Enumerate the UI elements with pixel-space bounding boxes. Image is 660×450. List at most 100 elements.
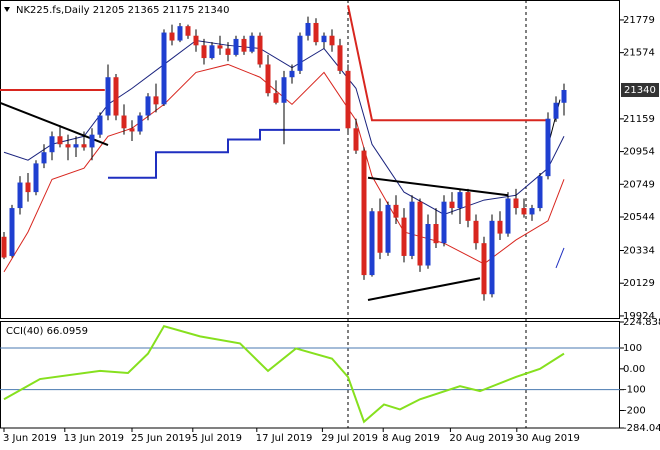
candle-body <box>521 208 527 215</box>
candle-body <box>313 22 319 43</box>
candle-body <box>97 115 103 135</box>
candle-body <box>489 220 495 295</box>
candle-body <box>249 35 255 52</box>
candle-body <box>561 89 567 103</box>
candle-body <box>537 176 543 209</box>
candle-body <box>129 128 135 132</box>
y-tick-label: -284.044 <box>623 423 660 434</box>
last-price-box <box>621 82 659 97</box>
candle-body <box>265 64 271 94</box>
x-tick-label: 30 Aug 2019 <box>516 433 580 444</box>
overlay-line <box>347 5 548 122</box>
candle-body <box>353 128 359 151</box>
menu-icon[interactable] <box>4 7 10 12</box>
last-price-label: 21340 <box>624 85 656 96</box>
candle-body <box>65 144 71 148</box>
candle-body <box>361 150 367 276</box>
candle-body <box>449 201 455 209</box>
candle-body <box>9 208 15 256</box>
candle-body <box>321 35 327 43</box>
candle-body <box>425 224 431 266</box>
candle-body <box>305 22 311 36</box>
candle-body <box>137 115 143 132</box>
x-tick-label: 29 Jul 2019 <box>321 433 378 444</box>
candle-body <box>457 192 463 209</box>
x-tick-label: 17 Jul 2019 <box>256 433 313 444</box>
candle-body <box>201 45 207 59</box>
cci-title: CCI(40) 66.0959 <box>6 326 88 337</box>
x-tick-label: 13 Jun 2019 <box>64 433 124 444</box>
candle-body <box>377 211 383 253</box>
candle-body <box>337 45 343 71</box>
y-tick-label: 21574 <box>623 48 655 59</box>
candle-body <box>281 77 287 103</box>
candle-body <box>257 35 263 65</box>
y-tick-label: 21159 <box>623 114 655 125</box>
y-tick-label: 0.00 <box>623 364 645 375</box>
candle-body <box>297 35 303 71</box>
candle-body <box>433 224 439 244</box>
overlay-line <box>108 128 340 179</box>
candle-body <box>113 77 119 116</box>
candle-body <box>161 32 167 105</box>
y-tick-label: -200 <box>623 405 646 416</box>
x-tick-label: 20 Aug 2019 <box>449 433 513 444</box>
candle-body <box>17 182 23 209</box>
y-tick-label: 21779 <box>623 15 655 26</box>
candle-body <box>105 77 111 116</box>
candle-body <box>89 134 95 148</box>
candle-body <box>209 45 215 59</box>
candle-body <box>393 204 399 218</box>
y-tick-label: 20129 <box>623 278 655 289</box>
overlay-line <box>555 247 565 269</box>
candle-body <box>417 201 423 266</box>
candle-body <box>225 48 231 55</box>
candle-body <box>177 26 183 41</box>
y-tick-label: 224.8386 <box>623 317 660 328</box>
cci-frame <box>0 321 620 429</box>
candle-body <box>233 38 239 55</box>
y-tick-label: 20749 <box>623 179 655 190</box>
overlay-line <box>3 40 565 215</box>
candle-body <box>185 26 191 36</box>
candle-body <box>153 96 159 105</box>
main-frame <box>0 0 620 319</box>
candle-body <box>497 220 503 234</box>
candle-body <box>121 115 127 129</box>
candle-body <box>329 35 335 46</box>
candle-body <box>1 236 7 258</box>
y-tick-label: 19924 <box>623 311 655 322</box>
candle-body <box>73 144 79 148</box>
candle-body <box>513 198 519 209</box>
candle-body <box>193 35 199 46</box>
candle-body <box>41 152 47 164</box>
candle-body <box>545 118 551 177</box>
candle-body <box>401 217 407 256</box>
candle-body <box>169 32 175 41</box>
x-tick-label: 3 Jun 2019 <box>3 433 57 444</box>
x-tick-label: 25 Jun 2019 <box>131 433 191 444</box>
candle-body <box>345 70 351 129</box>
candle-body <box>529 208 535 215</box>
candle-body <box>81 144 87 148</box>
candle-body <box>481 243 487 295</box>
y-tick-label: 20334 <box>623 246 655 257</box>
candle-body <box>409 201 415 256</box>
candle-body <box>273 93 279 103</box>
chart-title: NK225.fs,Daily 21205 21365 21175 21340 <box>16 5 229 16</box>
candle-body <box>505 198 511 234</box>
x-tick-label: 8 Aug 2019 <box>382 433 440 444</box>
x-tick-label: 5 Jul 2019 <box>192 433 242 444</box>
cci-line <box>3 324 565 424</box>
y-tick-label: 100 <box>623 343 642 354</box>
y-tick-label: 20954 <box>623 147 655 158</box>
candle-body <box>33 163 39 193</box>
candle-body <box>49 136 55 153</box>
candle-body <box>473 220 479 244</box>
candle-body <box>553 102 559 119</box>
candle-body <box>289 70 295 78</box>
candle-body <box>385 204 391 253</box>
candle-body <box>25 182 31 193</box>
